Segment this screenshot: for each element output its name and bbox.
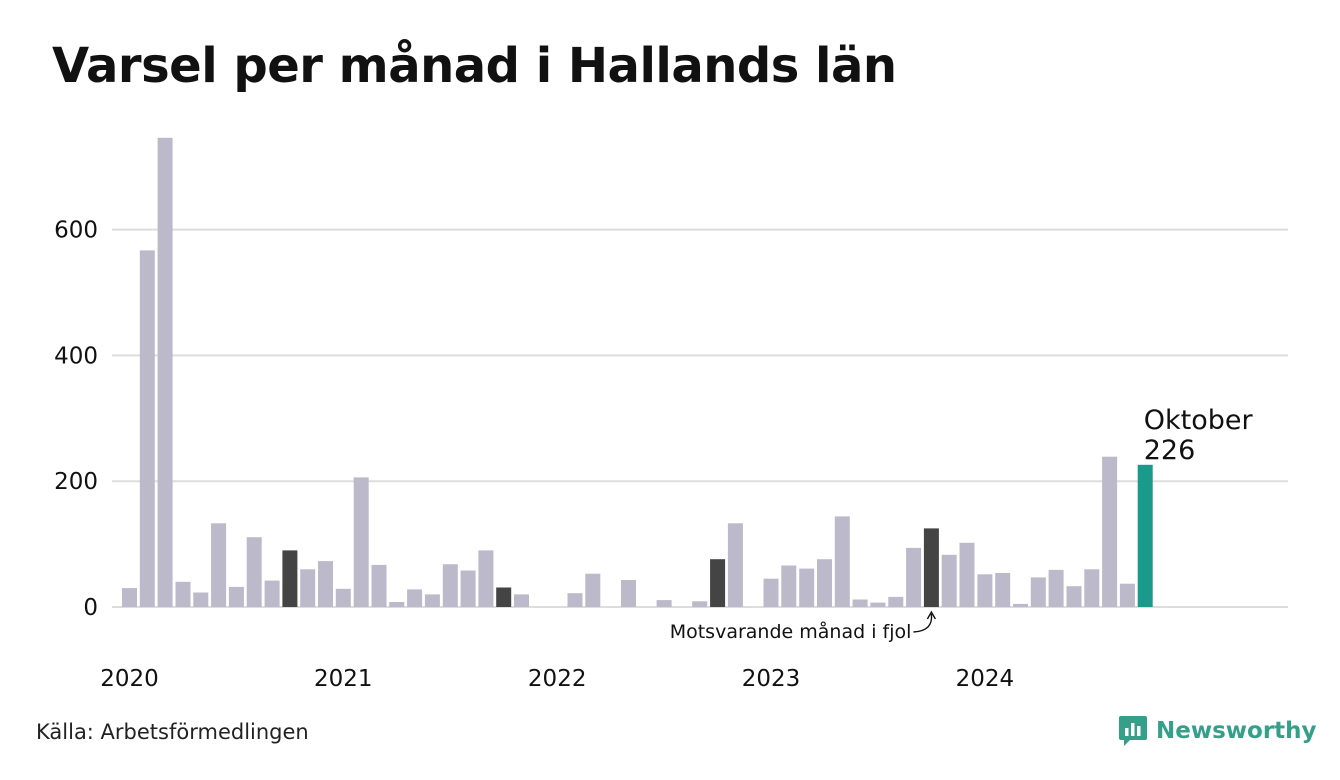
- x-year-label: 2024: [956, 666, 1015, 692]
- bar-2023-01: [763, 578, 779, 607]
- bar-2021-02: [353, 477, 369, 607]
- bar-2024-03: [1013, 603, 1028, 607]
- y-tick-label: 400: [54, 343, 98, 369]
- bar-2022-02: [567, 593, 583, 607]
- bar-2023-05: [834, 516, 850, 607]
- bar-2023-02: [781, 565, 797, 607]
- bar-2020-01: [122, 588, 137, 607]
- bar-2024-07: [1084, 569, 1100, 607]
- bar-2024-05: [1048, 569, 1064, 607]
- y-tick-label: 600: [54, 218, 98, 244]
- x-year-label: 2021: [314, 666, 373, 692]
- bar-2024-08: [1102, 456, 1118, 607]
- last-year-annotation: Motsvarande månad i fjol: [670, 620, 912, 643]
- bar-2023-07: [870, 602, 886, 607]
- bar-2022-03: [585, 573, 601, 607]
- bar-2022-11: [727, 523, 743, 607]
- bar-2020-03: [157, 137, 173, 608]
- bar-2020-08: [246, 537, 262, 607]
- bar-2023-04: [817, 559, 832, 607]
- bar-2020-05: [193, 592, 209, 607]
- bar-2020-11: [300, 569, 316, 607]
- bar-2021-06: [424, 594, 440, 607]
- bar-2021-03: [371, 564, 387, 607]
- brand-logo[interactable]: Newsworthy: [1118, 714, 1317, 748]
- bar-2021-09: [478, 550, 494, 607]
- bar-2023-03: [799, 568, 815, 607]
- x-year-label: 2022: [528, 666, 587, 692]
- bar-2023-08: [888, 596, 904, 607]
- source-label: Källa: Arbetsförmedlingen: [36, 720, 309, 744]
- bar-2023-12: [959, 542, 975, 607]
- bar-2023-06: [852, 599, 868, 607]
- bar-2022-07: [656, 600, 672, 607]
- brand-name: Newsworthy: [1156, 718, 1317, 744]
- x-axis-year-labels: 2020 2021 2022 2023 2024: [100, 666, 1014, 692]
- newsworthy-logo-icon: [1119, 716, 1147, 746]
- bar-2023-10: [923, 528, 939, 607]
- bar-2024-06: [1066, 586, 1082, 607]
- bars: [122, 137, 1153, 608]
- bar-2024-04: [1030, 577, 1046, 607]
- bar-2023-11: [941, 554, 957, 607]
- y-tick-label: 200: [54, 469, 98, 495]
- bar-2022-05: [621, 580, 636, 607]
- bar-2020-10: [282, 550, 298, 607]
- current-value-label: 226: [1144, 435, 1196, 466]
- chart-title: Varsel per månad i Hallands län: [52, 38, 897, 94]
- current-month-label: Oktober: [1144, 405, 1254, 436]
- bar-2021-04: [389, 602, 405, 607]
- bar-2024-02: [995, 573, 1011, 607]
- annotations: Oktober 226 Motsvarande månad i fjol: [670, 405, 1254, 643]
- bar-2021-01: [335, 588, 351, 607]
- bar-2024-10: [1137, 464, 1153, 607]
- bar-2020-02: [139, 250, 155, 607]
- bar-2021-07: [442, 564, 458, 607]
- bar-2020-12: [318, 561, 333, 607]
- last-year-arrow-icon: [913, 610, 937, 633]
- bar-2024-09: [1119, 583, 1135, 607]
- bar-2020-07: [228, 586, 244, 607]
- bar-2022-10: [710, 559, 726, 607]
- bar-2020-04: [175, 581, 191, 607]
- bar-2021-11: [514, 594, 529, 607]
- bar-2022-09: [692, 601, 708, 607]
- bar-2024-01: [977, 574, 993, 607]
- y-tick-label: 0: [83, 595, 98, 621]
- bar-2021-10: [496, 587, 512, 607]
- x-year-label: 2020: [100, 666, 159, 692]
- x-year-label: 2023: [742, 666, 801, 692]
- bar-2023-09: [906, 547, 922, 607]
- bar-2021-05: [407, 589, 423, 607]
- bar-2020-09: [264, 580, 280, 607]
- bar-2020-06: [211, 523, 227, 607]
- bar-2021-08: [460, 570, 476, 607]
- y-axis-tick-labels: 0 200 400 600: [54, 218, 98, 621]
